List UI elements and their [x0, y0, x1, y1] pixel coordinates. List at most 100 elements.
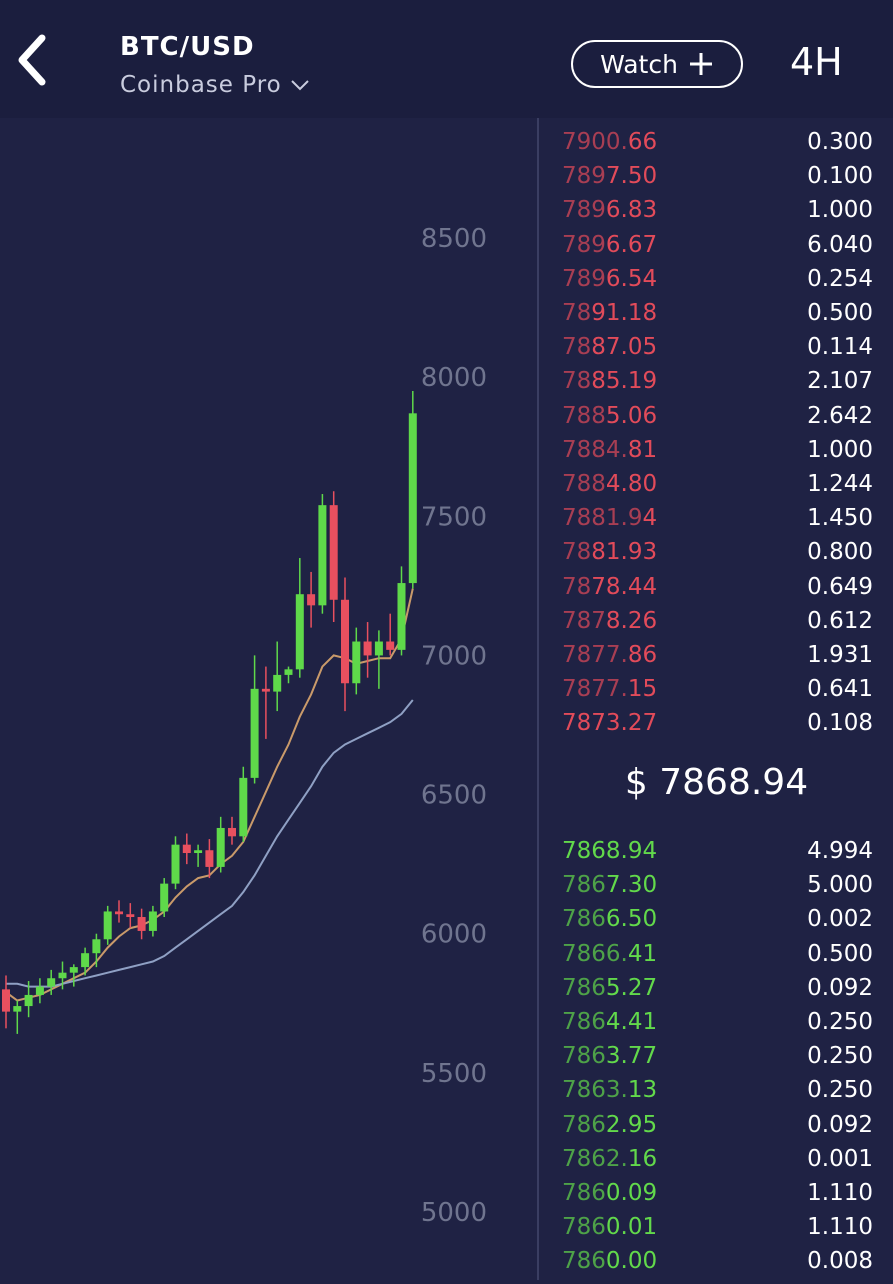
candle-body: [35, 986, 44, 995]
ask-row[interactable]: 7884.80 1.244: [540, 467, 893, 501]
price-suffix: 3.77: [605, 1043, 658, 1070]
price-suffix: 7.30: [605, 872, 658, 899]
price-suffix: 6.50: [605, 906, 658, 933]
watch-label: Watch: [600, 49, 678, 79]
ask-row[interactable]: 7878.26 0.612: [540, 604, 893, 638]
bid-size: 1.110: [807, 1180, 873, 1206]
ask-price: 7877.86: [562, 638, 657, 672]
price-suffix: 41: [627, 940, 658, 967]
price-chart[interactable]: 8500 8000 7500 7000 6500 6000 5500 5000: [0, 118, 537, 1280]
price-suffix: 66: [627, 129, 658, 155]
ask-row[interactable]: 7885.06 2.642: [540, 399, 893, 433]
bid-row[interactable]: 7863.13 0.250: [540, 1073, 893, 1107]
candle-body: [363, 641, 372, 656]
y-tick-label: 5500: [421, 1059, 487, 1089]
bid-row[interactable]: 7867.30 5.000: [540, 868, 893, 902]
ask-size: 0.800: [807, 539, 873, 566]
bid-price: 7860.09: [562, 1176, 657, 1210]
candle: [318, 494, 327, 614]
ask-size: 0.114: [807, 334, 873, 361]
bid-row[interactable]: 7860.00 0.008: [540, 1244, 893, 1278]
ask-row[interactable]: 7887.05 0.114: [540, 330, 893, 364]
bid-price: 7863.13: [562, 1073, 657, 1107]
ask-row[interactable]: 7896.54 0.254: [540, 262, 893, 296]
bid-size: 5.000: [807, 872, 873, 899]
ask-row[interactable]: 7897.50 0.100: [540, 159, 893, 193]
panel-divider: [537, 118, 539, 1280]
bid-row[interactable]: 7866.50 0.002: [540, 902, 893, 936]
candle: [374, 630, 383, 689]
candle-body: [47, 978, 56, 987]
candle-body: [103, 911, 112, 940]
ask-row[interactable]: 7881.93 0.800: [540, 535, 893, 569]
ask-size: 2.642: [807, 402, 873, 429]
price-suffix: 4.41: [605, 1009, 658, 1035]
price-suffix: 6.83: [605, 197, 658, 224]
candle: [126, 903, 135, 929]
candle: [295, 558, 304, 678]
candle-body: [58, 972, 67, 979]
candle-body: [115, 911, 123, 915]
bid-row[interactable]: 7862.16 0.001: [540, 1142, 893, 1176]
ask-size: 6.040: [807, 231, 873, 258]
ask-row[interactable]: 7877.15 0.641: [540, 672, 893, 706]
candle-body: [13, 1006, 22, 1012]
watch-button[interactable]: Watch: [571, 40, 743, 88]
ask-row[interactable]: 7896.83 1.000: [540, 193, 893, 227]
timeframe-selector[interactable]: 4H: [790, 40, 843, 84]
ask-row[interactable]: 7884.81 1.000: [540, 433, 893, 467]
candle: [397, 566, 406, 656]
back-button[interactable]: [12, 30, 62, 100]
candle: [363, 622, 372, 678]
candle: [228, 816, 236, 845]
candle: [115, 900, 123, 923]
candle: [261, 666, 270, 739]
candle-body: [239, 777, 248, 837]
candle-body: [81, 953, 90, 968]
ask-row[interactable]: 7900.66 0.300: [540, 125, 893, 159]
ask-price: 7878.26: [562, 604, 657, 638]
ask-size: 2.107: [807, 368, 873, 395]
price-prefix: 788: [562, 402, 606, 429]
price-suffix: 2.95: [605, 1111, 658, 1138]
bid-size: 0.008: [807, 1248, 873, 1275]
bid-row[interactable]: 7868.94 4.994: [540, 834, 893, 868]
candle: [205, 839, 214, 879]
ask-price: 7873.27: [562, 706, 657, 740]
candle-body: [171, 844, 180, 884]
price-prefix: 78: [562, 300, 592, 326]
plus-icon: [689, 53, 712, 75]
bid-row[interactable]: 7866.41 0.500: [540, 937, 893, 971]
bid-size: 0.001: [807, 1145, 873, 1172]
candle: [24, 981, 33, 1018]
ask-row[interactable]: 7873.27 0.108: [540, 706, 893, 740]
price-prefix: 7877.: [562, 642, 628, 668]
ask-row[interactable]: 7877.86 1.931: [540, 638, 893, 672]
candle: [341, 577, 349, 712]
ask-row[interactable]: 7896.67 6.040: [540, 228, 893, 262]
ask-size: 0.649: [807, 573, 873, 600]
candle-body: [352, 641, 361, 684]
bid-price: 7862.16: [562, 1142, 657, 1176]
bid-row[interactable]: 7864.41 0.250: [540, 1005, 893, 1039]
bid-row[interactable]: 7860.09 1.110: [540, 1176, 893, 1210]
exchange-selector[interactable]: Coinbase Pro: [120, 72, 310, 98]
candle-body: [126, 914, 135, 918]
ask-row[interactable]: 7878.44 0.649: [540, 570, 893, 604]
price-prefix: 786: [562, 1180, 606, 1206]
candle: [194, 844, 203, 867]
candle-body: [318, 505, 327, 606]
price-suffix: 0.01: [605, 1214, 658, 1241]
bid-row[interactable]: 7860.01 1.110: [540, 1210, 893, 1244]
ask-row[interactable]: 7891.18 0.500: [540, 296, 893, 330]
bid-row[interactable]: 7863.77 0.250: [540, 1039, 893, 1073]
price-prefix: 7866.: [562, 940, 628, 967]
candle: [182, 833, 191, 865]
candle-body: [92, 939, 101, 954]
bid-row[interactable]: 7865.27 0.092: [540, 971, 893, 1005]
bid-row[interactable]: 7862.95 0.092: [540, 1108, 893, 1142]
price-prefix: 787: [562, 607, 606, 634]
ask-size: 0.254: [807, 265, 873, 292]
ask-row[interactable]: 7881.94 1.450: [540, 501, 893, 535]
ask-row[interactable]: 7885.19 2.107: [540, 364, 893, 398]
